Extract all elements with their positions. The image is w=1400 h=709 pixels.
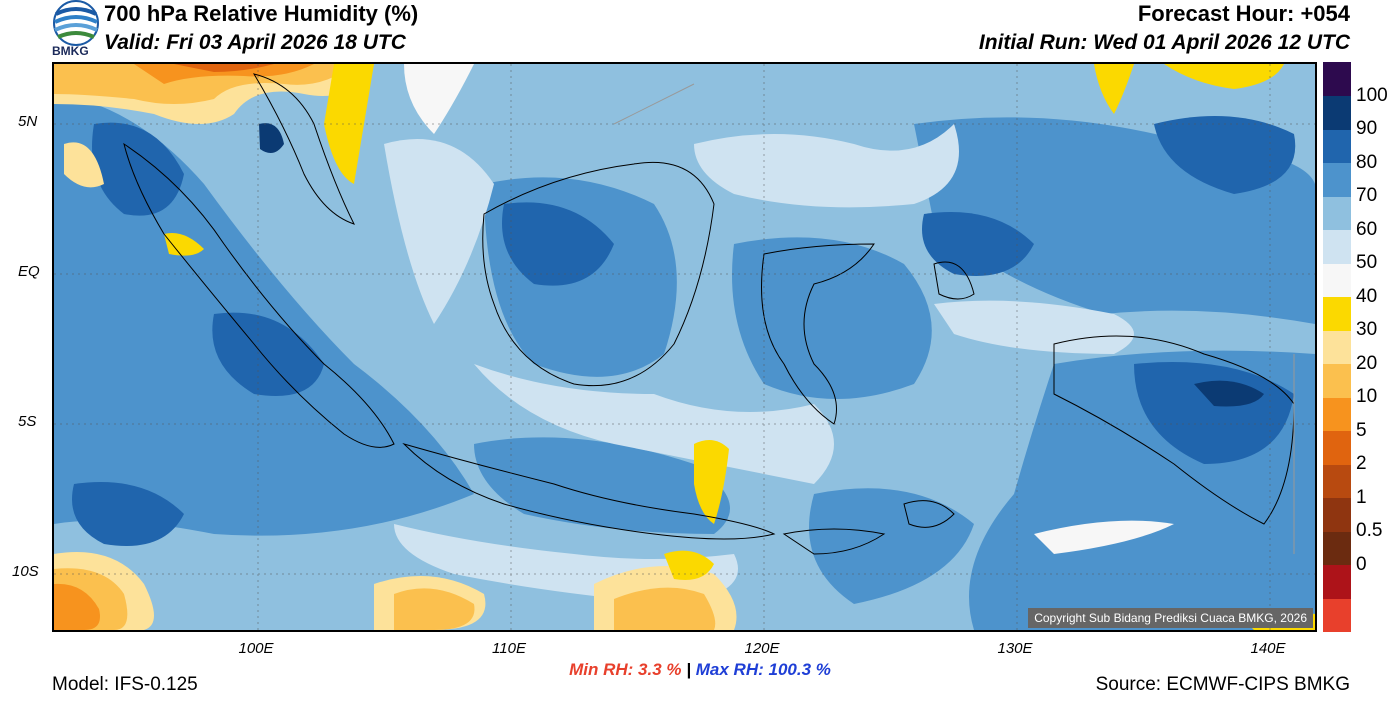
colorbar-segment: [1323, 129, 1351, 164]
rh-stats: Min RH: 3.3 % | Max RH: 100.3 %: [0, 660, 1400, 680]
colorbar-label: 30: [1356, 319, 1378, 341]
colorbar-label: 70: [1356, 185, 1378, 207]
colorbar-label: 80: [1356, 151, 1378, 173]
colorbar-label: 1: [1356, 486, 1367, 508]
colorbar-label: 2: [1356, 453, 1367, 475]
colorbar-segment: [1323, 430, 1351, 465]
colorbar-label: 50: [1356, 252, 1378, 274]
lon-label-110e: 110E: [492, 640, 526, 657]
colorbar-segment: [1323, 162, 1351, 197]
colorbar-segment: [1323, 464, 1351, 499]
lon-label-130e: 130E: [997, 640, 1033, 657]
lat-label-5n: 5N: [18, 113, 38, 130]
colorbar-segment: [1323, 531, 1351, 566]
lon-label-140e: 140E: [1250, 640, 1286, 657]
valid-time: Valid: Fri 03 April 2026 18 UTC: [104, 31, 406, 54]
chart-title: 700 hPa Relative Humidity (%): [104, 1, 419, 26]
colorbar-label: 10: [1356, 386, 1378, 408]
colorbar-label: 40: [1356, 285, 1378, 307]
colorbar-segment: [1323, 196, 1351, 231]
copyright-notice: Copyright Sub Bidang Prediksi Cuaca BMKG…: [1028, 608, 1313, 628]
max-rh-value: Max RH: 100.3 %: [695, 660, 831, 679]
bmkg-logo: BMKG: [50, 0, 102, 60]
colorbar-segment: [1323, 363, 1351, 398]
colorbar-label: 60: [1356, 218, 1378, 240]
colorbar-segment: [1323, 598, 1351, 633]
initial-run: Initial Run: Wed 01 April 2026 12 UTC: [978, 31, 1350, 54]
stats-separator: |: [686, 660, 692, 679]
graticule: [54, 64, 1315, 630]
humidity-field: [54, 64, 1315, 630]
colorbar-segment: [1323, 397, 1351, 432]
colorbar-segment: [1323, 497, 1351, 532]
colorbar-segment: [1323, 296, 1351, 331]
colorbar: [1323, 62, 1351, 633]
lat-label-eq: EQ: [18, 263, 40, 280]
colorbar-segment: [1323, 95, 1351, 130]
logo-text: BMKG: [52, 44, 89, 58]
lat-label-10s: 10S: [12, 563, 39, 580]
model-info: Model: IFS-0.125: [52, 674, 198, 695]
coastlines: [123, 73, 1295, 555]
min-rh-value: 3.3 %: [638, 660, 682, 679]
colorbar-segment: [1323, 330, 1351, 365]
lon-label-120e: 120E: [744, 640, 780, 657]
humidity-map: Copyright Sub Bidang Prediksi Cuaca BMKG…: [52, 62, 1317, 632]
colorbar-segment: [1323, 263, 1351, 298]
colorbar-segment: [1323, 229, 1351, 264]
forecast-hour: Forecast Hour: +054: [1137, 1, 1350, 26]
colorbar-label: 5: [1356, 419, 1367, 441]
lon-label-100e: 100E: [238, 640, 274, 657]
min-rh-label: Min RH:: [569, 660, 634, 679]
colorbar-label: 0.5: [1356, 520, 1383, 542]
colorbar-label: 0: [1356, 553, 1367, 575]
source-info: Source: ECMWF-CIPS BMKG: [1095, 674, 1350, 695]
colorbar-label: 90: [1356, 118, 1378, 140]
colorbar-segment: [1323, 62, 1351, 97]
colorbar-segment: [1323, 564, 1351, 599]
colorbar-label: 100: [1356, 84, 1388, 106]
lat-label-5s: 5S: [18, 413, 37, 430]
colorbar-label: 20: [1356, 352, 1378, 374]
